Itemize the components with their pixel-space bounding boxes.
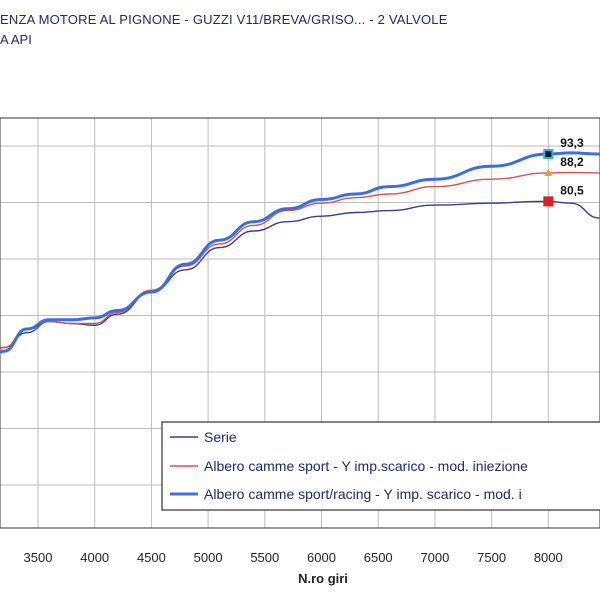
peak-value-label: 80,5 bbox=[560, 183, 584, 197]
x-tick-label: 6000 bbox=[307, 550, 336, 565]
x-tick-label: 3500 bbox=[24, 550, 53, 565]
series-line bbox=[0, 171, 600, 350]
legend-label-sport: Albero camme sport - Y imp.scarico - mod… bbox=[204, 458, 528, 474]
x-tick-label: 4000 bbox=[80, 550, 109, 565]
peak-annotations: 93,3 88,2 80,5 bbox=[543, 136, 584, 207]
x-tick-label: 6500 bbox=[364, 550, 393, 565]
x-tick-label: 4500 bbox=[137, 550, 166, 565]
x-axis-ticks: 3500 4000 4500 5000 5500 6000 6500 7000 7500 8000… bbox=[24, 550, 563, 565]
chart-subtitle: A API bbox=[0, 32, 32, 47]
x-tick-label: 5000 bbox=[194, 550, 223, 565]
x-tick-label: 7000 bbox=[420, 550, 449, 565]
x-tick-label: 5500 bbox=[250, 550, 279, 565]
peak-marker bbox=[544, 168, 553, 176]
peak-value-label: 88,2 bbox=[560, 155, 584, 169]
legend-label-racing: Albero camme sport/racing - Y imp. scari… bbox=[204, 486, 522, 502]
peak-marker bbox=[543, 196, 554, 207]
peak-value-label: 93,3 bbox=[560, 136, 584, 150]
legend-box bbox=[161, 421, 600, 511]
x-tick-label: 8000 bbox=[534, 550, 563, 565]
series-line bbox=[0, 151, 600, 354]
x-axis-label: N.ro giri bbox=[298, 571, 348, 586]
legend: Serie Albero camme sport - Y imp.scarico… bbox=[161, 421, 600, 511]
chart-title: ENZA MOTORE AL PIGNONE - GUZZI V11/BREVA… bbox=[0, 12, 448, 27]
peak-marker-center bbox=[545, 151, 552, 157]
series-line bbox=[0, 200, 600, 350]
plot-area-border bbox=[0, 117, 600, 529]
series-lines bbox=[0, 151, 600, 354]
legend-label-serie: Serie bbox=[204, 429, 237, 445]
x-tick-label: 7500 bbox=[477, 550, 506, 565]
